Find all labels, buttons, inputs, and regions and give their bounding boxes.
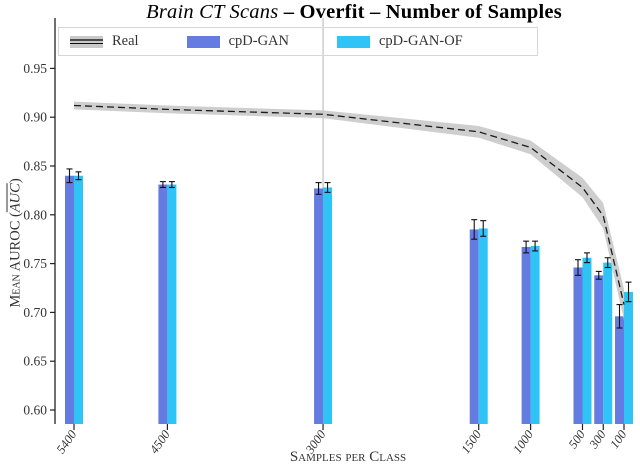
error-bar-cpD-GAN-OF-4500 xyxy=(168,181,175,189)
error-bar-cpD-GAN-500 xyxy=(574,259,581,276)
error-bar-cpD-GAN-1000 xyxy=(523,240,530,254)
real-band xyxy=(74,101,624,321)
chart-title-italic: Brain CT Scans xyxy=(146,1,279,23)
bar-cpd-gan-1000 xyxy=(521,247,531,424)
bars-cpd-gan-of xyxy=(74,175,633,424)
chart-title-bold: – Overfit – Number of Samples xyxy=(283,1,562,23)
y-tick-label-0.95: 0.95 xyxy=(23,61,47,76)
legend-label-cpd-gan-of: cpD-GAN-OF xyxy=(378,33,463,49)
real-line xyxy=(73,104,625,305)
x-tick-label-500: 500 xyxy=(566,427,589,451)
error-bar-cpD-GAN-300 xyxy=(595,270,602,280)
bar-cpd-gan-500 xyxy=(573,267,583,424)
legend-label-real: Real xyxy=(112,33,139,49)
bar-cpd-gan-of-500 xyxy=(582,257,592,424)
x-tick-label-1000: 1000 xyxy=(510,427,536,456)
bar-cpd-gan-4500 xyxy=(158,184,168,424)
chart-title: Brain CT Scans – Overfit – Number of Sam… xyxy=(70,1,638,24)
y-axis-label-auc: AUC xyxy=(7,183,24,213)
error-bar-cpD-GAN-3000 xyxy=(315,182,322,195)
legend-label-cpd-gan: cpD-GAN xyxy=(228,33,289,49)
error-bar-cpD-GAN-1500 xyxy=(471,219,478,240)
error-bar-cpD-GAN-OF-1000 xyxy=(532,240,539,252)
error-bar-cpD-GAN-5400 xyxy=(66,168,73,184)
error-bar-cpD-GAN-OF-5400 xyxy=(75,171,82,181)
y-axis-label-prefix: Mean AUROC ( xyxy=(7,212,24,308)
error-bar-cpD-GAN-OF-500 xyxy=(583,252,590,264)
legend: Real cpD-GAN cpD-GAN-OF xyxy=(58,27,538,56)
x-tick-label-4500: 4500 xyxy=(147,427,173,456)
bar-cpd-gan-of-100 xyxy=(624,291,633,424)
x-tick-label-100: 100 xyxy=(607,427,630,451)
bar-cpd-gan-of-4500 xyxy=(167,184,177,424)
y-tick-label-0.85: 0.85 xyxy=(23,159,47,174)
x-tick-label-5400: 5400 xyxy=(54,427,80,456)
error-bar-cpD-GAN-OF-3000 xyxy=(324,182,331,193)
error-bar-cpD-GAN-OF-100 xyxy=(625,281,632,303)
bar-cpd-gan-of-300 xyxy=(603,262,613,424)
error-bar-cpD-GAN-OF-300 xyxy=(604,257,611,269)
bars-cpd-gan xyxy=(65,175,624,424)
error-bar-cpD-GAN-100 xyxy=(616,304,623,329)
y-axis: 0.60 0.65 0.70 0.75 0.80 0.85 0.90 0.95 xyxy=(23,18,56,424)
y-tick-label-0.70: 0.70 xyxy=(23,305,47,320)
legend-key-cpd-gan-swatch-icon xyxy=(186,35,220,48)
bar-cpd-gan-of-1500 xyxy=(478,228,488,424)
legend-key-real-band-icon xyxy=(70,35,103,48)
x-axis-label: Samples per Class xyxy=(289,449,407,465)
y-tick-label-0.65: 0.65 xyxy=(23,354,47,369)
y-tick-label-0.75: 0.75 xyxy=(23,256,47,271)
error-bar-cpD-GAN-4500 xyxy=(159,181,166,189)
y-tick-label-0.80: 0.80 xyxy=(23,207,47,222)
x-tick-label-300: 300 xyxy=(586,427,609,452)
bar-cpd-gan-100 xyxy=(615,316,624,424)
x-tick-label-1500: 1500 xyxy=(458,427,484,456)
legend-item-real: Real xyxy=(70,33,139,50)
legend-key-cpd-gan-of-swatch-icon xyxy=(336,35,370,48)
legend-item-cpd-gan-of: cpD-GAN-OF xyxy=(336,33,463,50)
bar-cpd-gan-of-1000 xyxy=(530,246,540,424)
bar-cpd-gan-5400 xyxy=(65,175,74,424)
y-tick-label-0.90: 0.90 xyxy=(23,110,47,125)
bar-cpd-gan-of-3000 xyxy=(323,187,333,424)
legend-item-cpd-gan: cpD-GAN xyxy=(186,33,289,50)
bar-cpd-gan-1500 xyxy=(469,229,479,424)
y-axis-label-suffix: ) xyxy=(7,178,24,184)
bar-cpd-gan-of-5400 xyxy=(74,175,83,424)
bar-cpd-gan-3000 xyxy=(314,188,324,424)
y-tick-label-0.60: 0.60 xyxy=(23,403,47,418)
y-axis-label: Mean AUROC (AUC) xyxy=(8,178,25,307)
bar-cpd-gan-300 xyxy=(594,275,604,424)
error-bars xyxy=(66,168,632,329)
error-bar-cpD-GAN-OF-1500 xyxy=(480,220,487,237)
